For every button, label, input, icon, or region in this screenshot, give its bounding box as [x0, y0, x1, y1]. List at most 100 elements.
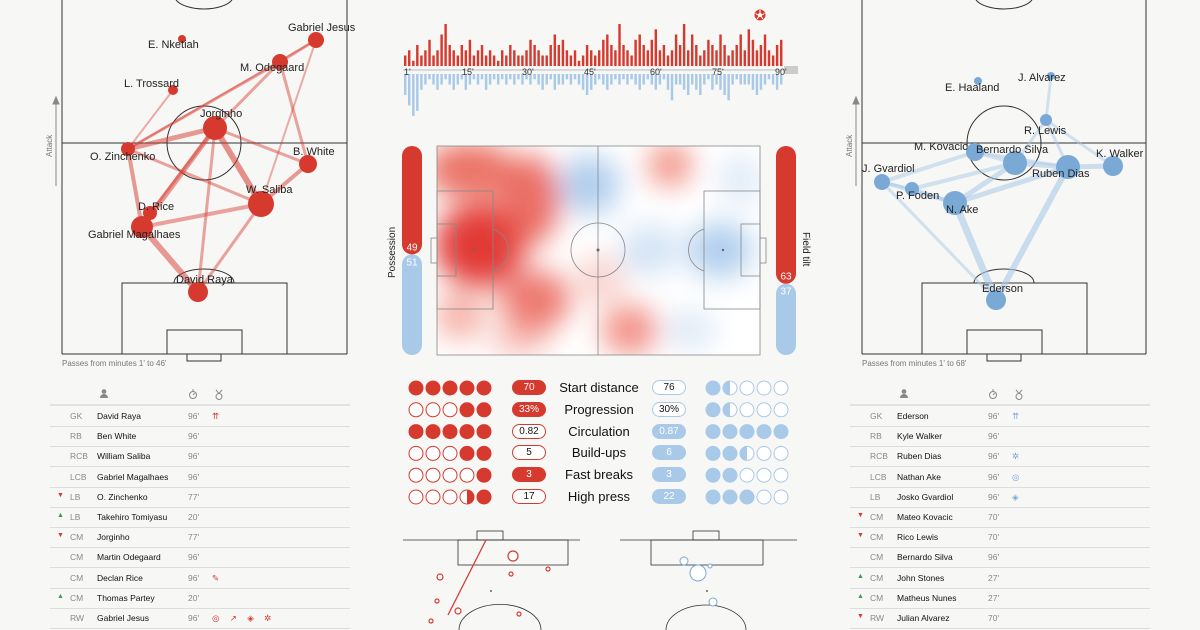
player-name: Kyle Walker	[897, 431, 943, 442]
timeline-bar-arsenal	[448, 45, 451, 66]
roster-row[interactable]: CM Declan Rice 96' ✎	[50, 568, 350, 589]
timeline-bar-city	[501, 74, 504, 80]
timeline-tick: 90'	[775, 67, 787, 77]
player-minutes: 96'	[988, 431, 1000, 442]
player-minutes: 27'	[988, 592, 1000, 603]
player-award-icons: ◈	[1012, 491, 1023, 502]
timeline-bar-city	[505, 74, 508, 85]
roster-row[interactable]: RCB Ruben Dias 96' ✲	[850, 446, 1150, 468]
roster-row[interactable]: CM Martin Odegaard 96'	[50, 547, 350, 569]
roster-row[interactable]: GK David Raya 96' ⇈	[50, 406, 350, 427]
roster-row[interactable]: CM Bernardo Silva 96'	[850, 547, 1150, 569]
roster-row[interactable]: LCB Nathan Ake 96' ◎	[850, 467, 1150, 488]
timeline-bar-city	[549, 74, 552, 80]
roster-row[interactable]: RB Ben White 96'	[50, 426, 350, 448]
city-player-name: E. Haaland	[945, 82, 999, 94]
player-position: CM	[70, 592, 84, 603]
timeline-bar-arsenal	[763, 34, 767, 66]
arsenal-player-name: Jorginho	[200, 108, 242, 120]
timeline-bar-city	[723, 74, 726, 95]
player-name: Jorginho	[97, 532, 130, 543]
timeline-bar-arsenal	[662, 45, 666, 66]
roster-row[interactable]: ▼ CM Rico Lewis 70'	[850, 527, 1150, 549]
timeline-bar-city	[618, 74, 621, 85]
roster-row[interactable]: RB Kyle Walker 96'	[850, 426, 1150, 448]
city-player-name: J. Alvarez	[1018, 72, 1066, 84]
city-player-name: R. Lewis	[1024, 125, 1067, 137]
sub-arrow: ▼	[857, 613, 864, 620]
player-position: RW	[70, 613, 85, 623]
sub-arrow: ▼	[57, 491, 64, 499]
timeline-extra-time	[784, 66, 798, 74]
timeline-bar-city	[767, 74, 771, 80]
arsenal-player-node	[143, 206, 157, 220]
player-minutes: 70'	[988, 532, 1000, 543]
roster-row[interactable]: ▲ LB Takehiro Tomiyasu 20'	[50, 507, 350, 528]
arsenal-player-node	[299, 155, 317, 173]
roster-row[interactable]: ▼ LB O. Zinchenko 77'	[50, 487, 350, 508]
roster-row[interactable]: ▲ CM John Stones 27'	[850, 568, 1150, 589]
roster-row[interactable]: LCB Gabriel Magalhaes 96'	[50, 467, 350, 488]
timeline-bar-arsenal	[549, 45, 552, 66]
city-rating-dot	[705, 424, 721, 440]
player-name: William Saliba	[97, 451, 151, 462]
timeline-bar-city	[432, 74, 435, 85]
roster-row[interactable]: ▼ RW Julian Alvarez 70'	[850, 608, 1150, 629]
city-player-node	[1103, 156, 1123, 176]
medal-icon-right	[1015, 389, 1023, 400]
player-award-icons: ✎	[212, 572, 224, 583]
roster-row[interactable]: ▼ CM Mateo Kovacic 70'	[850, 507, 1150, 528]
timeline-bar-arsenal	[569, 55, 573, 66]
roster-row[interactable]: RCB William Saliba 96'	[50, 446, 350, 468]
timeline-bar-city	[428, 74, 431, 80]
timeline-bar-city	[444, 74, 447, 80]
timeline-bar-arsenal	[767, 50, 771, 67]
roster-row[interactable]: ▼ CM Jorginho 77'	[50, 527, 350, 549]
arsenal-rating-dot	[408, 424, 424, 440]
football-icon	[754, 9, 766, 21]
timeline-bar-city	[719, 74, 722, 90]
timeline-bar-city	[585, 74, 589, 95]
timeline-bar-city	[484, 74, 488, 90]
city-player-node	[943, 191, 967, 215]
timeline-bar-city	[602, 74, 605, 85]
roster-row[interactable]: ▲ CM Thomas Partey 20'	[50, 588, 350, 609]
timeline-bar-city	[606, 74, 609, 90]
penalty-spot	[490, 590, 492, 592]
possession-bar	[402, 146, 422, 355]
timeline-bar-arsenal	[771, 55, 775, 66]
arsenal-player-node	[248, 191, 274, 217]
roster-row[interactable]: GK Ederson 96' ⇈	[850, 406, 1150, 427]
shot-marker	[454, 607, 462, 615]
player-minutes: 96'	[988, 451, 1000, 462]
timeline-bar-city	[480, 74, 484, 80]
timeline-bar-arsenal	[505, 55, 508, 66]
city-rating-dot	[773, 489, 789, 505]
shot-marker	[434, 598, 440, 604]
arsenal-player-node	[178, 35, 186, 43]
timeline-bar-arsenal	[695, 45, 698, 66]
timeline-bar-arsenal	[626, 50, 629, 67]
timeline-bar-arsenal	[408, 50, 411, 67]
sub-arrow: ▼	[857, 512, 864, 519]
timeline-bar-arsenal	[452, 50, 455, 67]
arsenal-rating-half	[467, 490, 474, 504]
stat-label: Circulation	[568, 423, 630, 439]
player-minutes: 96'	[988, 552, 1000, 563]
player-minutes: 96'	[188, 552, 200, 563]
shot-marker	[708, 597, 718, 607]
city-player-name: N. Ake	[946, 204, 978, 216]
roster-row[interactable]: RW Gabriel Jesus 96' ◎ ↗ ◈ ✲	[50, 608, 350, 629]
timeline-bar-city	[666, 74, 670, 90]
arsenal-rating-dot	[425, 424, 441, 440]
roster-row[interactable]: LB Josko Gvardiol 96' ◈	[850, 487, 1150, 508]
timeline-bar-arsenal	[735, 45, 738, 66]
timeline-bar-city	[424, 74, 427, 85]
roster-row[interactable]: ▲ CM Matheus Nunes 27'	[850, 588, 1150, 609]
timeline-bar-arsenal	[731, 50, 734, 67]
timeline-bar-city	[468, 74, 472, 85]
timeline-bar-arsenal	[678, 45, 682, 66]
stat-arsenal-value: 17	[512, 489, 546, 504]
timeline-bar-arsenal	[577, 60, 581, 67]
